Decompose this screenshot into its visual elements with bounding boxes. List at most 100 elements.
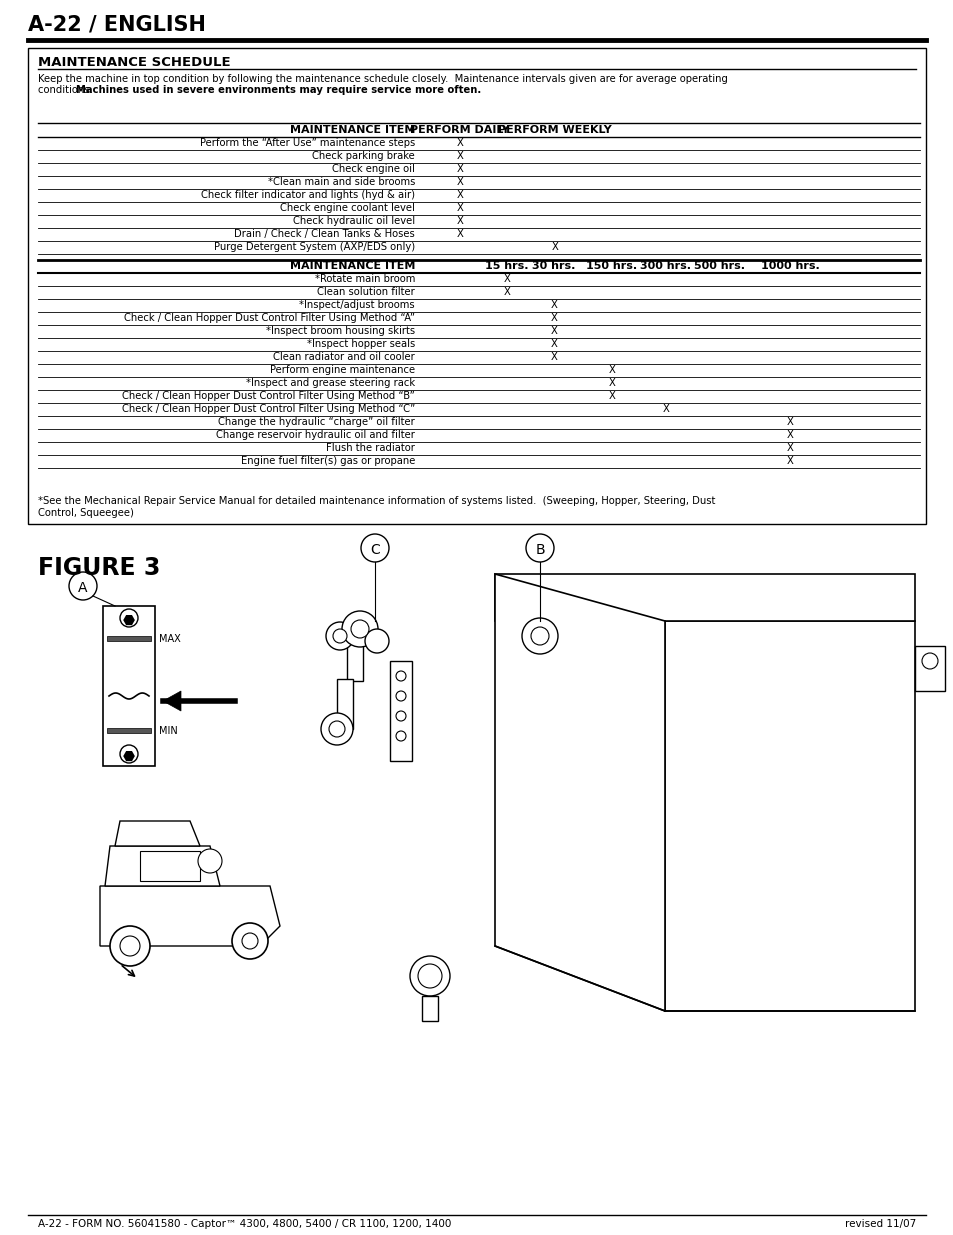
Circle shape (120, 936, 140, 956)
Bar (103, 606, 154, 766)
Text: MAINTENANCE ITEM: MAINTENANCE ITEM (290, 261, 415, 270)
Text: Machines used in severe environments may require service more often.: Machines used in severe environments may… (76, 85, 480, 95)
Text: ⬣: ⬣ (123, 614, 135, 629)
Text: Change reservoir hydraulic oil and filter: Change reservoir hydraulic oil and filte… (216, 430, 415, 440)
Circle shape (69, 572, 97, 600)
Text: X: X (456, 190, 463, 200)
Text: *Clean main and side brooms: *Clean main and side brooms (268, 177, 415, 186)
Circle shape (531, 627, 548, 645)
Text: 300 hrs.: 300 hrs. (639, 261, 691, 270)
Text: ⬣: ⬣ (123, 750, 135, 764)
Text: Control, Squeegee): Control, Squeegee) (38, 508, 133, 517)
Text: Check engine oil: Check engine oil (332, 164, 415, 174)
Text: X: X (551, 242, 558, 252)
Text: Flush the radiator: Flush the radiator (326, 443, 415, 453)
Text: MAX: MAX (159, 634, 180, 643)
Text: Check hydraulic oil level: Check hydraulic oil level (293, 216, 415, 226)
Circle shape (242, 932, 257, 948)
Polygon shape (105, 846, 220, 885)
Text: *Rotate main broom: *Rotate main broom (314, 274, 415, 284)
Text: Check engine coolant level: Check engine coolant level (280, 203, 415, 212)
Text: PERFORM DAILY: PERFORM DAILY (410, 125, 509, 135)
Text: Check / Clean Hopper Dust Control Filter Using Method “B”: Check / Clean Hopper Dust Control Filter… (122, 391, 415, 401)
Circle shape (365, 629, 389, 653)
Circle shape (395, 671, 406, 680)
Text: MAINTENANCE SCHEDULE: MAINTENANCE SCHEDULE (38, 56, 231, 69)
Circle shape (395, 731, 406, 741)
Text: 15 hrs.: 15 hrs. (485, 261, 528, 270)
Text: Clean solution filter: Clean solution filter (317, 287, 415, 296)
Text: conditions.: conditions. (38, 85, 99, 95)
Bar (28, 48, 925, 524)
Text: Check filter indicator and lights (hyd & air): Check filter indicator and lights (hyd &… (201, 190, 415, 200)
Text: MIN: MIN (159, 726, 177, 736)
Text: A: A (78, 580, 88, 595)
Text: X: X (785, 456, 793, 466)
Polygon shape (115, 821, 200, 846)
Polygon shape (100, 885, 280, 946)
Text: X: X (785, 430, 793, 440)
Text: C: C (370, 543, 379, 557)
Circle shape (410, 956, 450, 995)
Text: X: X (503, 274, 510, 284)
Text: X: X (608, 378, 615, 388)
Bar (347, 621, 363, 680)
Circle shape (341, 611, 377, 647)
Text: Change the hydraulic “charge” oil filter: Change the hydraulic “charge” oil filter (218, 417, 415, 427)
Text: Check parking brake: Check parking brake (312, 151, 415, 161)
Circle shape (110, 926, 150, 966)
Circle shape (333, 629, 347, 643)
Circle shape (417, 965, 441, 988)
Circle shape (395, 692, 406, 701)
Text: 30 hrs.: 30 hrs. (532, 261, 575, 270)
Text: MAINTENANCE ITEM: MAINTENANCE ITEM (290, 125, 415, 135)
Circle shape (395, 711, 406, 721)
Text: *Inspect hopper seals: *Inspect hopper seals (307, 338, 415, 350)
Circle shape (120, 745, 138, 763)
Text: X: X (550, 312, 557, 324)
Text: Perform engine maintenance: Perform engine maintenance (270, 366, 415, 375)
Text: revised 11/07: revised 11/07 (843, 1219, 915, 1229)
Text: Check / Clean Hopper Dust Control Filter Using Method “C”: Check / Clean Hopper Dust Control Filter… (122, 404, 415, 414)
Text: Check / Clean Hopper Dust Control Filter Using Method “A”: Check / Clean Hopper Dust Control Filter… (124, 312, 415, 324)
Text: X: X (785, 417, 793, 427)
Bar (107, 636, 151, 641)
Text: X: X (456, 177, 463, 186)
Text: X: X (550, 326, 557, 336)
Text: FIGURE 3: FIGURE 3 (38, 556, 160, 580)
Bar (664, 621, 914, 1011)
Text: PERFORM WEEKLY: PERFORM WEEKLY (497, 125, 611, 135)
Circle shape (329, 721, 345, 737)
Circle shape (351, 620, 369, 638)
Text: Purge Detergent System (AXP/EDS only): Purge Detergent System (AXP/EDS only) (213, 242, 415, 252)
Bar (107, 727, 151, 734)
Text: *See the Mechanical Repair Service Manual for detailed maintenance information o: *See the Mechanical Repair Service Manua… (38, 496, 715, 506)
Circle shape (326, 622, 354, 650)
Text: Perform the “After Use” maintenance steps: Perform the “After Use” maintenance step… (199, 138, 415, 148)
Text: X: X (550, 338, 557, 350)
Text: X: X (662, 404, 669, 414)
Text: X: X (456, 151, 463, 161)
Bar (421, 995, 437, 1021)
Polygon shape (495, 574, 664, 1011)
Text: X: X (785, 443, 793, 453)
Bar (336, 679, 353, 729)
Text: *Inspect broom housing skirts: *Inspect broom housing skirts (266, 326, 415, 336)
Circle shape (521, 618, 558, 655)
Circle shape (120, 609, 138, 627)
Text: 500 hrs.: 500 hrs. (694, 261, 744, 270)
Text: X: X (608, 391, 615, 401)
Text: X: X (550, 352, 557, 362)
Text: 1000 hrs.: 1000 hrs. (760, 261, 819, 270)
Text: X: X (503, 287, 510, 296)
Circle shape (525, 534, 554, 562)
Text: X: X (456, 164, 463, 174)
Circle shape (360, 534, 389, 562)
Bar (914, 646, 944, 692)
Bar (140, 851, 200, 881)
Circle shape (198, 848, 222, 873)
Text: A-22 / ENGLISH: A-22 / ENGLISH (28, 14, 206, 35)
Text: Clean radiator and oil cooler: Clean radiator and oil cooler (273, 352, 415, 362)
Text: X: X (456, 138, 463, 148)
Circle shape (232, 923, 268, 960)
